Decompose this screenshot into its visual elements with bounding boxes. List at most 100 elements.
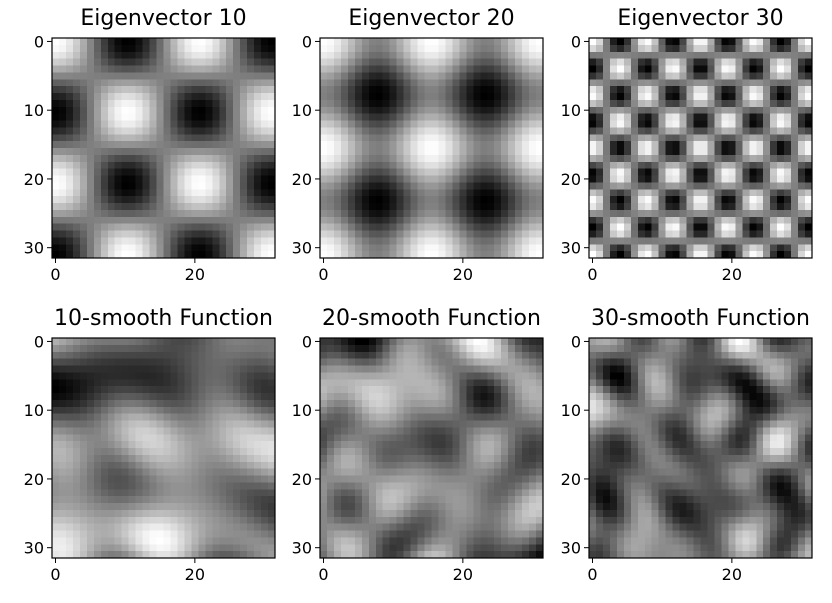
heatmap-cell	[355, 155, 363, 162]
heatmap-cell	[157, 503, 165, 510]
heatmap-cell	[742, 176, 750, 183]
heatmap-cell	[184, 366, 192, 373]
heatmap-cell	[52, 510, 60, 517]
heatmap-cell	[115, 127, 123, 134]
heatmap-cell	[170, 352, 178, 359]
heatmap-cell	[226, 155, 234, 162]
heatmap-cell	[473, 462, 481, 469]
heatmap-cell	[101, 434, 109, 441]
heatmap-cell	[362, 59, 370, 66]
heatmap-cell	[721, 134, 729, 141]
heatmap-cell	[494, 489, 502, 496]
heatmap-cell	[589, 244, 597, 251]
heatmap-cell	[369, 114, 377, 121]
heatmap-cell	[80, 407, 88, 414]
heatmap-cell	[777, 244, 785, 251]
heatmap-cell	[397, 503, 405, 510]
heatmap-cell	[798, 72, 806, 79]
heatmap-cell	[157, 338, 165, 345]
heatmap-cell	[508, 45, 516, 52]
heatmap-cell	[742, 162, 750, 169]
heatmap-cell	[66, 148, 74, 155]
heatmap-cell	[261, 372, 269, 379]
heatmap-cell	[261, 107, 269, 114]
heatmap-cell	[164, 441, 172, 448]
heatmap-cell	[212, 414, 220, 421]
heatmap-cell	[66, 372, 74, 379]
heatmap-cell	[735, 162, 743, 169]
heatmap-cell	[108, 244, 116, 251]
heatmap-cell	[432, 359, 440, 366]
heatmap-cell	[66, 176, 74, 183]
heatmap-cell	[320, 427, 328, 434]
heatmap-cell	[143, 393, 151, 400]
heatmap-cell	[157, 427, 165, 434]
heatmap-cell	[205, 38, 213, 45]
heatmap-cell	[87, 148, 95, 155]
heatmap-cell	[184, 469, 192, 476]
heatmap-cell	[157, 372, 165, 379]
heatmap-cell	[770, 72, 778, 79]
heatmap-cell	[522, 379, 530, 386]
heatmap-cell	[191, 231, 199, 238]
heatmap-cell	[198, 176, 206, 183]
heatmap-cell	[687, 224, 695, 231]
heatmap-cell	[376, 121, 384, 128]
heatmap-cell	[240, 338, 248, 345]
heatmap-cell	[87, 79, 95, 86]
heatmap-cell	[362, 231, 370, 238]
heatmap-cell	[362, 414, 370, 421]
heatmap-cell	[247, 510, 255, 517]
heatmap-cell	[617, 176, 625, 183]
heatmap-cell	[589, 169, 597, 176]
heatmap-cell	[631, 79, 639, 86]
heatmap-cell	[170, 203, 178, 210]
heatmap-cell	[701, 237, 709, 244]
heatmap-cell	[94, 38, 102, 45]
heatmap-cell	[115, 517, 123, 524]
heatmap-cell	[459, 155, 467, 162]
heatmap-cell	[348, 448, 356, 455]
heatmap-cell	[645, 244, 653, 251]
heatmap-cell	[191, 372, 199, 379]
heatmap-cell	[52, 434, 60, 441]
heatmap-cell	[522, 469, 530, 476]
heatmap-cell	[411, 352, 419, 359]
heatmap-cell	[191, 134, 199, 141]
heatmap-cell	[624, 155, 632, 162]
heatmap-cell	[369, 231, 377, 238]
heatmap-cell	[589, 148, 597, 155]
heatmap-cell	[101, 244, 109, 251]
heatmap-cell	[631, 107, 639, 114]
heatmap-cell	[59, 203, 67, 210]
heatmap-cell	[680, 217, 688, 224]
heatmap-cell	[348, 182, 356, 189]
heatmap-cell	[508, 134, 516, 141]
heatmap-cell	[348, 127, 356, 134]
heatmap-cell	[425, 421, 433, 428]
heatmap-cell	[247, 100, 255, 107]
heatmap-cell	[66, 141, 74, 148]
heatmap-cell	[494, 510, 502, 517]
heatmap-cell	[749, 224, 757, 231]
heatmap-cell	[115, 503, 123, 510]
heatmap-cell	[122, 217, 130, 224]
heatmap-cell	[150, 531, 158, 538]
heatmap-cell	[240, 72, 248, 79]
heatmap-cell	[369, 441, 377, 448]
heatmap-cell	[52, 476, 60, 483]
heatmap-cell	[198, 121, 206, 128]
heatmap-cell	[191, 45, 199, 52]
heatmap-cell	[254, 86, 262, 93]
heatmap-cell	[529, 100, 537, 107]
heatmap-cell	[466, 400, 474, 407]
heatmap-cell	[742, 38, 750, 45]
heatmap-cell	[418, 244, 426, 251]
heatmap-cell	[355, 169, 363, 176]
heatmap-cell	[177, 59, 185, 66]
heatmap-cell	[320, 455, 328, 462]
heatmap-cell	[320, 86, 328, 93]
heatmap-cell	[191, 434, 199, 441]
heatmap-cell	[369, 352, 377, 359]
heatmap-cell	[501, 345, 509, 352]
